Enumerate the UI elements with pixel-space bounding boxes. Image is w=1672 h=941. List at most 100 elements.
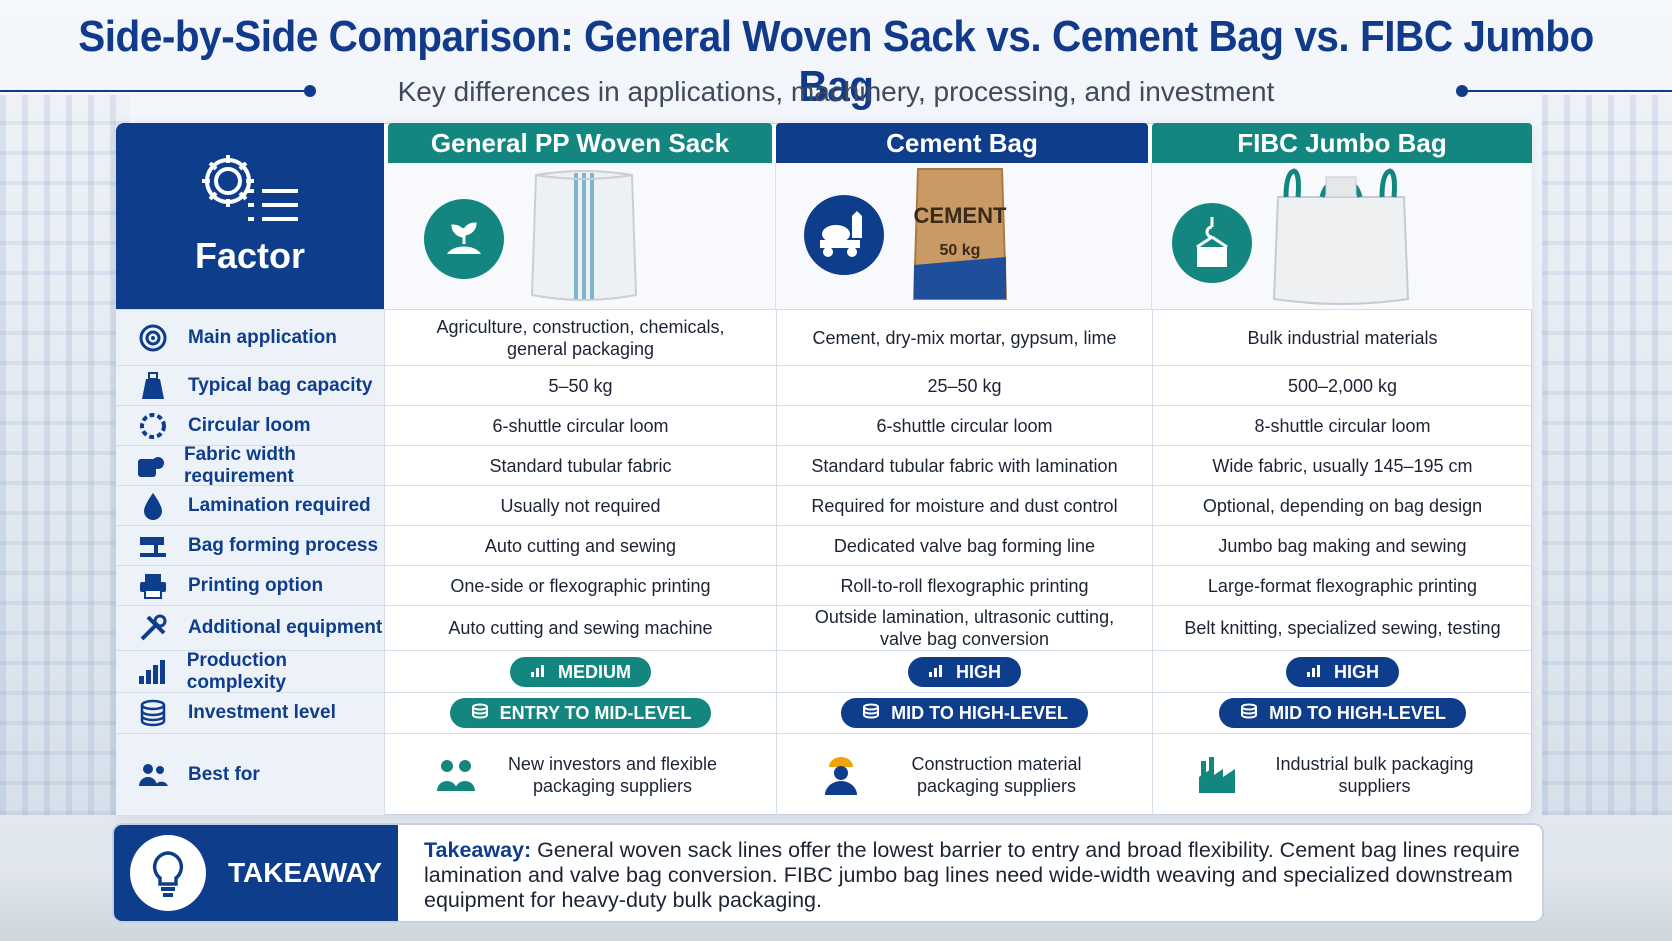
value-cell: 5–50 kg	[384, 366, 776, 405]
badge-label: MEDIUM	[558, 661, 631, 682]
factor-label: Best for	[188, 763, 260, 785]
factor-cell-main-application: Main application	[116, 310, 384, 365]
cell-text: 8-shuttle circular loom	[1254, 415, 1431, 436]
jumbo-bag-image	[1272, 168, 1410, 305]
best-for-entry: Construction material packaging supplier…	[818, 752, 1112, 798]
table-row: Circular loom 6-shuttle circular loom 6-sh…	[116, 405, 1532, 445]
factor-label: Printing option	[188, 574, 324, 596]
value-cell: Large-format flexographic printing	[1152, 566, 1532, 605]
best-for-entry: New investors and flexible packaging sup…	[434, 752, 728, 798]
lightbulb-icon	[130, 835, 206, 911]
coins-icon	[470, 702, 490, 724]
construction-worker-icon	[818, 752, 864, 798]
title-rule-dot-left	[304, 85, 316, 97]
cell-text: Standard tubular fabric with lamination	[811, 455, 1118, 476]
complexity-badge: HIGH	[908, 656, 1021, 687]
droplet-icon	[136, 489, 170, 523]
cell-text: Usually not required	[500, 495, 661, 516]
complexity-badge: MEDIUM	[510, 656, 651, 687]
cement-mixer-truck-icon	[804, 195, 884, 275]
people-group-icon	[434, 752, 480, 798]
value-cell: Bulk industrial materials	[1152, 310, 1532, 365]
cell-text: 6-shuttle circular loom	[492, 415, 669, 436]
factor-cell-printing-option: Printing option	[116, 566, 384, 605]
factor-cell-production-complexity: Production complexity	[116, 649, 384, 693]
table-row: Lamination required Usually not required R…	[116, 485, 1532, 525]
factor-label: Bag forming process	[188, 534, 379, 556]
table-row: Additional equipment Auto cutting and sew…	[116, 605, 1532, 650]
cell-text: Optional, depending on bag design	[1202, 495, 1483, 516]
value-cell: MID TO HIGH-LEVEL	[776, 693, 1152, 733]
crane-hook-bag-icon	[1172, 203, 1252, 283]
tools-icon	[136, 611, 170, 645]
loom-icon	[136, 409, 170, 443]
badge-label: MID TO HIGH-LEVEL	[891, 703, 1068, 723]
value-cell: Outside lamination, ultrasonic cutting, …	[776, 606, 1152, 650]
value-cell: ENTRY TO MID-LEVEL	[384, 693, 776, 733]
page-title: Side-by-Side Comparison: General Woven S…	[78, 12, 1594, 111]
factory-icon	[1196, 752, 1242, 798]
bar-chart-icon	[136, 655, 169, 689]
gear-list-icon	[202, 155, 298, 221]
table-row: Main application Agriculture, constructio…	[116, 309, 1532, 365]
coins-icon	[1239, 702, 1259, 724]
value-cell: 500–2,000 kg	[1152, 366, 1532, 405]
value-cell: 6-shuttle circular loom	[776, 406, 1152, 445]
best-for-entry: Industrial bulk packaging suppliers	[1196, 752, 1490, 798]
cell-text: Auto cutting and sewing machine	[448, 618, 713, 638]
column-header-cement-bag: Cement Bag	[776, 123, 1148, 163]
cell-text: Auto cutting and sewing	[484, 535, 677, 556]
takeaway-body: General woven sack lines offer the lowes…	[424, 838, 1520, 912]
best-for-text: Construction material packaging supplier…	[911, 753, 1082, 796]
fabric-roll-icon	[136, 449, 166, 483]
cell-text: Wide fabric, usually 145–195 cm	[1212, 455, 1473, 476]
factor-cell-additional-equipment: Additional equipment	[116, 606, 384, 650]
factor-cell-fabric-width-requirement: Fabric width requirement	[116, 443, 384, 487]
value-cell: Construction material packaging supplier…	[776, 734, 1152, 815]
cement-bag-panel: CEMENT 50 kg	[776, 163, 1152, 309]
factor-label: Additional equipment	[188, 617, 383, 638]
printer-icon	[136, 569, 170, 603]
value-cell: Optional, depending on bag design	[1152, 486, 1532, 525]
cell-text: 25–50 kg	[927, 375, 1002, 396]
bar-chart-icon	[1306, 661, 1324, 683]
cell-text: Dedicated valve bag forming line	[833, 535, 1096, 556]
value-cell: 25–50 kg	[776, 366, 1152, 405]
value-cell: Agriculture, construction, chemicals, ge…	[384, 310, 776, 365]
investment-badge: ENTRY TO MID-LEVEL	[449, 698, 712, 728]
value-cell: Usually not required	[384, 486, 776, 525]
takeaway-label: TAKEAWAY	[228, 857, 383, 888]
factor-label: Production complexity	[186, 649, 288, 693]
value-cell: Belt knitting, specialized sewing, testi…	[1152, 606, 1532, 650]
value-cell: Roll-to-roll flexographic printing	[776, 566, 1152, 605]
value-cell: MID TO HIGH-LEVEL	[1152, 693, 1532, 733]
badge-label: MID TO HIGH-LEVEL	[1269, 703, 1446, 723]
coins-icon	[136, 696, 170, 730]
factor-header-label: Factor	[194, 235, 306, 276]
cell-text: Bulk industrial materials	[1247, 327, 1438, 348]
value-cell: One-side or flexographic printing	[384, 566, 776, 605]
cell-text: One-side or flexographic printing	[450, 575, 711, 596]
best-for-text: Industrial bulk packaging suppliers	[1275, 753, 1474, 796]
cement-bag-image: CEMENT 50 kg	[912, 168, 1008, 300]
white-woven-sack-image	[530, 170, 638, 301]
complexity-badge: HIGH	[1286, 656, 1399, 687]
target-icon	[136, 321, 170, 355]
title-rule-right	[1462, 90, 1672, 92]
value-cell: Jumbo bag making and sewing	[1152, 526, 1532, 565]
table-row: Production complexity MEDIUM HIGH HIGH	[116, 649, 1532, 693]
factor-cell-best-for: Best for	[116, 734, 384, 815]
value-cell: Dedicated valve bag forming line	[776, 526, 1152, 565]
table-row: Typical bag capacity 5–50 kg 25–50 kg 500–2…	[116, 365, 1532, 405]
cement-bag-label: CEMENT	[914, 203, 1007, 228]
value-cell: Auto cutting and sewing machine	[384, 606, 776, 650]
table-row: Investment level ENTRY TO MID-LEVEL MID TO…	[116, 692, 1532, 733]
badge-label: HIGH	[1334, 661, 1379, 682]
cement-bag-weight: 50 kg	[940, 242, 981, 259]
cell-text: Large-format flexographic printing	[1207, 575, 1478, 596]
factor-label: Fabric width requirement	[184, 443, 296, 487]
factor-cell-investment-level: Investment level	[116, 693, 384, 733]
table-row: Fabric width requirement Standard tubular…	[116, 443, 1532, 487]
value-cell: Required for moisture and dust control	[776, 486, 1152, 525]
investment-badge: MID TO HIGH-LEVEL	[1219, 698, 1466, 728]
